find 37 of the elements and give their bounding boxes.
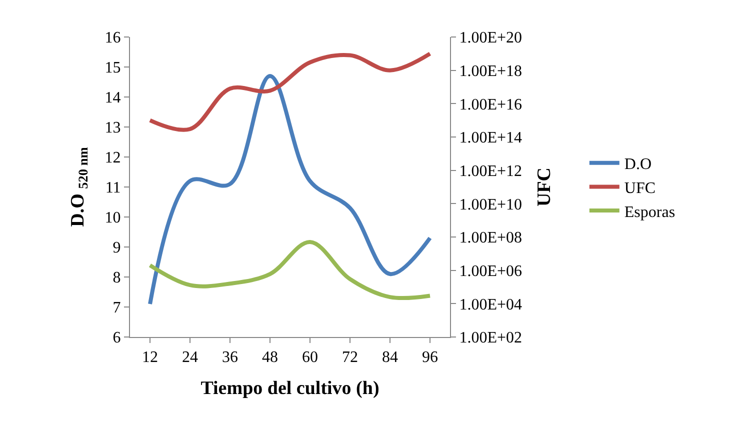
legend-label: Esporas [624, 204, 676, 221]
x-tick-label: 72 [342, 349, 358, 366]
x-tick-label: 12 [142, 349, 158, 366]
y2-tick-label: 1.00E+20 [459, 30, 522, 47]
y2-tick-label: 1.00E+18 [459, 62, 522, 80]
y-tick-label: 15 [104, 60, 121, 77]
x-tick-label: 24 [182, 349, 198, 366]
x-tick-label: 36 [222, 349, 238, 366]
y2-tick-label: 1.00E+14 [459, 130, 522, 147]
y2-tick-label: 1.00E+08 [459, 230, 522, 247]
y-tick-label: 8 [112, 270, 121, 287]
y2-tick-label: 1.00E+06 [459, 262, 522, 280]
y-tick-label: 12 [104, 150, 121, 167]
y-tick-label: 7 [112, 300, 121, 317]
y-tick-label: 16 [104, 30, 121, 47]
y2-tick-label: 1.00E+16 [459, 96, 522, 114]
x-tick-label: 84 [382, 349, 398, 366]
y2-tick-label: 1.00E+12 [459, 162, 522, 180]
x-axis-title: Tiempo del cultivo (h) [200, 378, 380, 399]
x-tick-label: 60 [302, 349, 318, 366]
line-series [148, 240, 432, 300]
y2-tick-label: 1.00E+04 [459, 296, 522, 314]
y-tick-label: 13 [104, 120, 121, 137]
y2-tick-label: 1.00E+10 [459, 196, 522, 214]
y2-axis-title: UFC [534, 167, 555, 207]
x-tick-label: 96 [422, 349, 438, 366]
y-tick-label: 11 [105, 180, 121, 197]
legend-label: UFC [624, 180, 656, 197]
x-tick-label: 48 [262, 349, 278, 366]
y2-tick-label: 1.00E+02 [459, 330, 522, 347]
y-tick-label: 9 [112, 240, 121, 257]
y-tick-label: 6 [112, 330, 121, 347]
legend-label: D.O [624, 156, 652, 174]
line-series [148, 74, 432, 306]
line-series [148, 52, 432, 132]
y-tick-label: 10 [104, 210, 121, 227]
y-tick-label: 14 [104, 90, 121, 107]
